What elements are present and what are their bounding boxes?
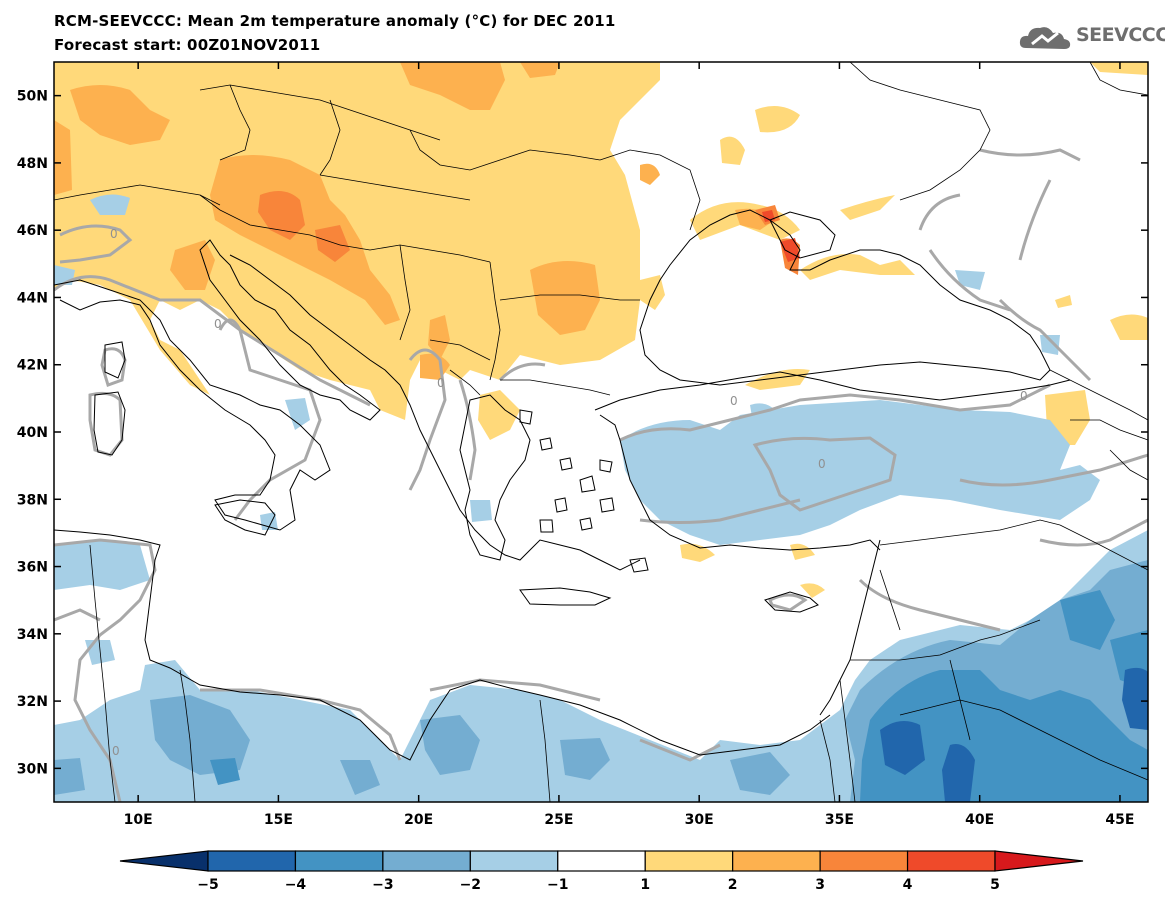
- colorbar-label: −2: [460, 877, 481, 893]
- lat-tick-label: 40N: [17, 425, 48, 441]
- seevccc-logo: SEEVCCC: [1018, 22, 1165, 54]
- lon-tick-label: 40E: [965, 812, 994, 828]
- colorbar-segment: [906, 850, 996, 872]
- svg-text:0: 0: [214, 317, 222, 331]
- colorbar-label: −5: [197, 877, 218, 893]
- svg-text:0: 0: [110, 227, 118, 241]
- lon-tick-label: 30E: [685, 812, 714, 828]
- lat-tick-label: 36N: [17, 560, 48, 576]
- latitude-axis: 50N 48N 46N 44N 42N 40N 38N 36N 34N 32N 30N: [17, 89, 1148, 777]
- lat-tick-label: 46N: [17, 223, 48, 239]
- logo-text: SEEVCCC: [1076, 24, 1165, 46]
- lon-tick-label: 35E: [825, 812, 854, 828]
- svg-text:0: 0: [818, 457, 826, 471]
- colorbar-segment: [294, 850, 384, 872]
- lat-tick-label: 30N: [17, 761, 48, 777]
- colorbar-label: 5: [990, 877, 1000, 893]
- lat-tick-label: 34N: [17, 627, 48, 643]
- map-plot-area: 0 0 0 0 0 0 0: [54, 62, 1148, 802]
- colorbar-segment: [732, 850, 821, 872]
- lat-tick-label: 50N: [17, 89, 48, 105]
- colorbar-label: 1: [640, 877, 650, 893]
- country-borders: [54, 62, 1148, 802]
- lat-tick-label: 44N: [17, 290, 48, 306]
- cold-anomaly-3-4: [210, 590, 1148, 802]
- colorbar-label: −3: [372, 877, 393, 893]
- colorbar-max-extension: [994, 850, 1084, 872]
- colorbar: −5 −4 −3 −2 −1 1 2 3 4 5: [119, 850, 1084, 893]
- colorbar-segment: [557, 850, 646, 872]
- lat-tick-label: 42N: [17, 358, 48, 374]
- lon-tick-label: 10E: [124, 812, 153, 828]
- colorbar-min-extension: [119, 850, 209, 872]
- cloud-icon: [1019, 27, 1071, 49]
- colorbar-segment: [382, 850, 471, 872]
- lon-tick-label: 45E: [1105, 812, 1134, 828]
- map-title: RCM-SEEVCCC: Mean 2m temperature anomaly…: [54, 12, 616, 30]
- cold-anomaly-4-5: [880, 667, 1148, 802]
- colorbar-label: 4: [903, 877, 913, 893]
- lat-tick-label: 38N: [17, 492, 48, 508]
- colorbar-label: 3: [815, 877, 825, 893]
- colorbar-segment: [819, 850, 909, 872]
- svg-text:0: 0: [437, 376, 445, 390]
- colorbar-label: −4: [285, 877, 307, 893]
- svg-text:0: 0: [730, 394, 738, 408]
- coastlines: [54, 209, 1071, 761]
- forecast-start: Forecast start: 00Z01NOV2011: [54, 36, 321, 54]
- colorbar-segment: [469, 850, 559, 872]
- svg-text:0: 0: [1020, 389, 1028, 403]
- lat-tick-label: 32N: [17, 694, 48, 710]
- colorbar-segment: [207, 850, 297, 872]
- colorbar-segment: [644, 850, 734, 872]
- lon-tick-label: 20E: [404, 812, 433, 828]
- longitude-axis: 10E 15E 20E 25E 30E 35E 40E 45E: [124, 62, 1134, 828]
- svg-text:0: 0: [112, 744, 120, 758]
- lon-tick-label: 15E: [264, 812, 293, 828]
- colorbar-label: −1: [547, 877, 568, 893]
- zero-contour-lines: [54, 148, 1148, 802]
- colorbar-label: 2: [728, 877, 738, 893]
- lat-tick-label: 48N: [17, 156, 48, 172]
- warm-anomaly-2-3: [54, 62, 775, 380]
- lon-tick-label: 25E: [544, 812, 573, 828]
- zero-contour-labels: 0 0 0 0 0 0 0: [110, 227, 1028, 758]
